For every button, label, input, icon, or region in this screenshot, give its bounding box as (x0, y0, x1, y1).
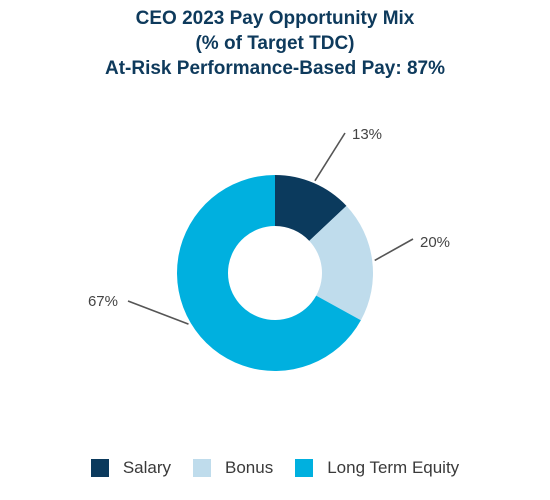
leader-line-bonus (374, 238, 414, 262)
legend-item-bonus: Bonus (193, 458, 273, 478)
chart-title: CEO 2023 Pay Opportunity Mix (% of Targe… (0, 6, 550, 81)
slice-bonus (309, 205, 373, 321)
legend-swatch-bonus (193, 459, 211, 477)
chart-title-line-2: (% of Target TDC) (195, 33, 355, 54)
legend-item-salary: Salary (90, 458, 171, 478)
data-label-salary: 13% (352, 126, 382, 143)
data-label-long-term-equity: 67% (88, 293, 118, 310)
legend-label-salary: Salary (122, 458, 171, 477)
leader-line-long-term-equity (127, 300, 189, 325)
legend: Salary Bonus Long Term Equity (0, 458, 550, 478)
slice-salary (275, 175, 347, 241)
legend-label-bonus: Bonus (225, 458, 274, 477)
legend-label-long-term-equity: Long Term Equity (327, 458, 460, 477)
chart-title-line-1: CEO 2023 Pay Opportunity Mix (135, 8, 415, 29)
legend-item-long-term-equity: Long Term Equity (295, 458, 459, 478)
data-label-bonus: 20% (420, 234, 450, 251)
legend-swatch-salary (90, 459, 109, 477)
slice-long-term-equity (176, 175, 361, 371)
chart-title-line-3: At-Risk Performance-Based Pay: 87% (104, 58, 446, 79)
leader-line-salary (314, 132, 346, 182)
legend-swatch-long-term-equity (295, 459, 314, 477)
